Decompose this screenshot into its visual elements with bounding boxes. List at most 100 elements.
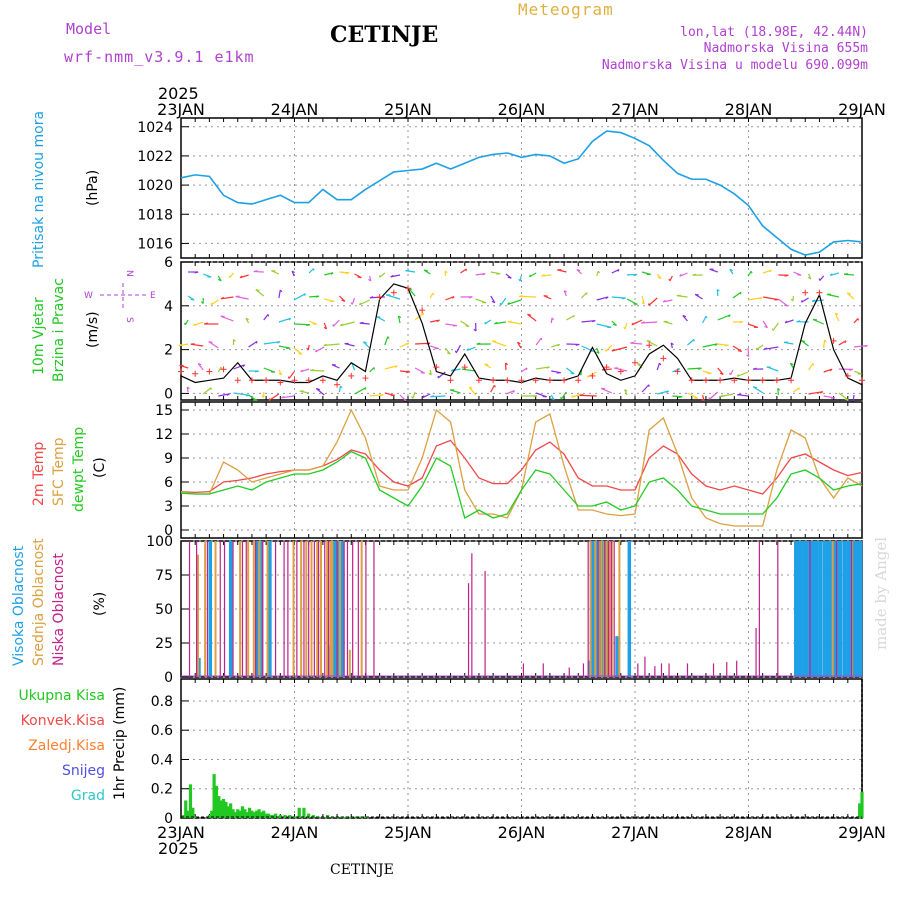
precip-bar [252,812,256,818]
wind-arrow [466,346,476,351]
wind-arrow-head [759,297,763,300]
wind-arrow-head [193,323,196,327]
precip-bar [245,812,249,818]
wind-arrow [315,388,325,396]
wind-arrow [611,268,620,274]
cloud-bar-1 [338,541,341,677]
wind-arrow [566,367,575,375]
wind-arrow-head [220,296,225,300]
cloud-bar-1 [305,541,308,677]
top-day-label: 24JAN [271,100,319,119]
wind-arrow-head [630,341,635,344]
precip-legend-label: Konvek.Kisa [21,713,105,729]
cloud-bar-0 [340,541,345,677]
wind-arrow-head [729,268,733,272]
cloud-bar-2 [255,541,257,677]
wind-arrow [384,336,389,346]
wind-arrow [505,390,515,395]
wind-arrow [220,296,234,300]
bottom-year-label: 2025 [158,839,199,858]
wind-arrow [747,297,763,301]
wind-arrow-head [428,372,432,376]
precip-bar [188,784,193,818]
cloud-bar-1 [266,541,269,677]
wind-arrow-head [846,292,851,295]
cloud-bar-1 [239,541,242,677]
wind-arrow-head [633,273,638,277]
cloud-bar-1 [331,541,334,677]
bottom-day-label: 28JAN [725,823,773,842]
cloud-bar-1 [605,541,608,677]
wind-arrow-head [844,398,849,401]
cloud-bar-2 [582,663,585,677]
cloud-bar-0 [805,541,809,677]
wind-arrow-head [701,398,705,402]
wind-arrow [444,347,451,355]
wind-arrow-head [499,302,502,306]
y-tick-label: 0.4 [151,752,173,768]
wind-arrow-head [454,350,457,353]
wind-arrow [263,341,281,345]
precip-bar [354,816,358,818]
wind-arrow [220,315,234,322]
wind-arrow [641,321,658,324]
y-tick-label: 1020 [137,178,173,194]
wind-arrow-head [694,293,699,296]
wind-arrow-head [763,347,768,350]
cloud-bar-0 [627,541,632,677]
cloud-bar-1 [360,541,363,677]
wind-arrow-head [505,362,509,366]
y-tick-label: 0 [164,523,173,539]
cloud-bar-2 [283,541,285,677]
precip-bar [186,810,190,818]
wind-arrow [422,393,431,398]
wind-arrow-head [436,319,440,323]
wind-arrow-head [769,269,772,273]
precip-bar [184,800,188,818]
wind-arrow-head [368,278,372,282]
cloud-bar-0 [254,541,259,677]
wind-arrow [646,340,658,347]
cloud-bar-2 [262,541,264,677]
wind-arrow [354,387,367,395]
wind-arrow-head [807,276,812,280]
wind-arrow [197,363,204,371]
y-tick-label: 1024 [137,120,173,136]
cloud-bar-0 [818,541,823,677]
cloud-bar-1 [600,541,603,677]
temperature-panel: 0 3 6 9 12 15 2m Temp SFC Temp dewpt Temp (C) [31,401,863,539]
precip-bar [363,816,368,818]
y-tick-label: 0.2 [151,782,173,798]
cloud-bar-0 [259,541,263,677]
wind-arrow-head [376,316,381,318]
wind-arrow [551,343,560,348]
wind-arrow [838,392,849,401]
wind-arrow [208,341,219,349]
wind-arrow-head [255,289,260,292]
wind-arrow-head [398,315,402,319]
wind-arrow [708,391,719,400]
wind-arrow-head [315,349,318,353]
cloud-bar-0 [208,541,213,677]
wind-arrow [719,393,734,398]
cloud-bar-0 [842,541,847,677]
wind-arrow-head [716,289,720,292]
precip-bar [292,816,297,818]
wind-arrow [263,314,269,321]
bottom-day-label: 29JAN [838,823,886,842]
cloud-bar-2 [336,541,338,677]
wind-arrow-head [200,301,204,304]
y-tick-label: 0 [164,386,173,402]
precip-bar [240,806,245,818]
wind-arrow [801,297,809,303]
cloud-bar-0 [825,541,830,677]
wind-arrow-head [677,368,681,371]
pressure-panel: 1016 1018 1020 1022 1024 Pritisak na nivou mo… [31,111,863,268]
wind-arrow [430,395,446,398]
wind-arrow [631,319,643,326]
wind-axis-label-2: Brzina i Pravac [51,278,67,382]
compass-west: W [84,291,93,301]
wind-arrow-head [226,393,230,396]
precip-bar [359,816,363,818]
cloud-bar-0 [228,541,233,677]
